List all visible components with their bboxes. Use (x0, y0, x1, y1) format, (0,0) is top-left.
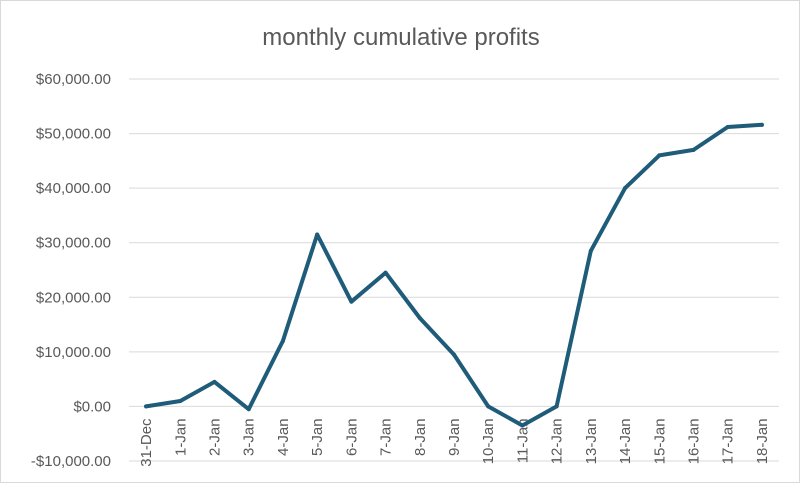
y-tick-label: -$10,000.00 (31, 453, 111, 470)
y-tick-label: $20,000.00 (36, 289, 111, 306)
x-tick-label: 3-Jan (241, 418, 258, 456)
y-tick-label: $40,000.00 (36, 180, 111, 197)
y-tick-label: $60,000.00 (36, 71, 111, 88)
y-axis-tick-labels: -$10,000.00 $0.00 $10,000.00 $20,000.00 $30,… (31, 71, 111, 470)
data-point (144, 404, 149, 409)
data-point (417, 316, 422, 321)
y-tick-label: $10,000.00 (36, 344, 111, 361)
gridlines (129, 78, 779, 462)
data-point (383, 270, 388, 275)
data-point (588, 248, 593, 253)
y-tick-label: $0.00 (73, 398, 111, 415)
x-tick-label: 2-Jan (207, 418, 224, 456)
data-point (520, 423, 525, 428)
x-tick-label: 12-Jan (549, 418, 566, 464)
data-point (246, 407, 251, 412)
x-tick-label: 7-Jan (378, 418, 395, 456)
data-point (349, 299, 354, 304)
x-tick-label: 6-Jan (343, 418, 360, 456)
x-tick-label: 17-Jan (720, 418, 737, 464)
x-tick-label: 10-Jan (480, 418, 497, 464)
data-point (212, 379, 217, 384)
x-tick-label: 5-Jan (309, 418, 326, 456)
data-point (178, 398, 183, 403)
data-point (452, 352, 456, 357)
data-point (759, 122, 764, 127)
data-point (657, 153, 662, 158)
x-axis-tick-labels: 31-Dec 1-Jan 2-Jan 3-Jan 4-Jan 5-Jan 6-Jan 7-Ja… (138, 418, 771, 467)
data-point (691, 147, 696, 152)
y-tick-label: $50,000.00 (36, 126, 111, 143)
data-point (280, 338, 285, 343)
x-tick-label: 1-Jan (172, 418, 189, 456)
x-tick-label: 18-Jan (754, 418, 771, 464)
x-tick-label: 15-Jan (651, 418, 668, 464)
data-point (315, 232, 320, 237)
x-tick-label: 8-Jan (412, 418, 429, 456)
y-tick-label: $30,000.00 (36, 235, 111, 252)
x-tick-label: 13-Jan (583, 418, 600, 464)
x-tick-label: 4-Jan (275, 418, 292, 456)
x-tick-label: 31-Dec (138, 418, 155, 467)
data-point (725, 125, 730, 130)
x-tick-label: 9-Jan (446, 418, 463, 456)
series-layer (144, 122, 764, 428)
chart-title: monthly cumulative profits (262, 24, 539, 51)
data-point (623, 186, 628, 191)
x-tick-label: 14-Jan (617, 418, 634, 464)
x-tick-label: 16-Jan (685, 418, 702, 464)
series-line (144, 122, 764, 428)
data-point (486, 404, 491, 409)
data-point (554, 404, 559, 409)
x-tick-label: 11-Jan (514, 418, 531, 463)
